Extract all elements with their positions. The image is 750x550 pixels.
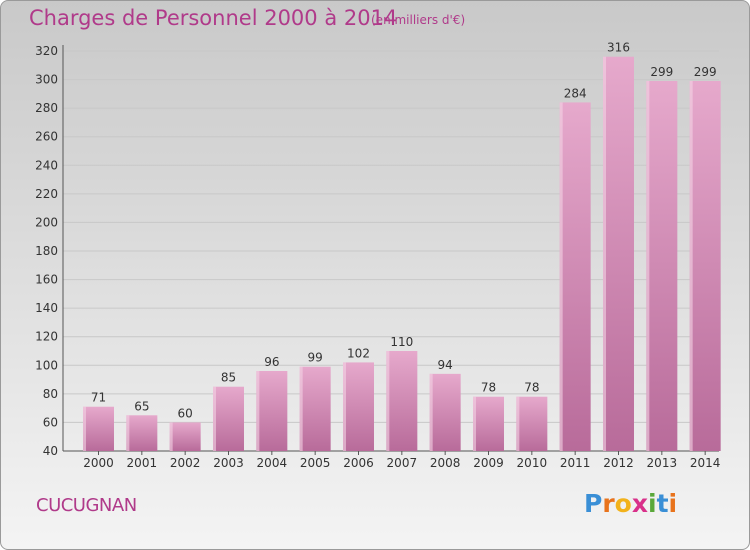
data-label: 284 <box>564 86 587 100</box>
bar <box>299 366 331 451</box>
logo-letter: x <box>631 489 648 518</box>
data-label: 78 <box>481 381 496 395</box>
bar-highlight <box>429 373 433 451</box>
bar <box>429 373 461 451</box>
y-tick-label: 140 <box>35 301 58 315</box>
bar-highlight <box>559 102 563 451</box>
data-label: 316 <box>607 41 630 55</box>
bar-highlight <box>126 415 130 451</box>
data-label: 85 <box>221 371 236 385</box>
bar-highlight <box>646 81 650 451</box>
bar <box>689 81 721 451</box>
bar <box>646 81 678 451</box>
chart-subtitle: (en milliers d'€) <box>371 13 466 27</box>
data-label: 110 <box>390 335 413 349</box>
x-tick-label: 2002 <box>170 456 201 470</box>
y-tick-label: 100 <box>35 358 58 372</box>
bar <box>213 386 244 451</box>
data-label: 65 <box>134 399 149 413</box>
y-tick-label: 40 <box>43 444 58 458</box>
x-tick-label: 2006 <box>343 456 374 470</box>
y-tick-label: 200 <box>35 215 58 229</box>
x-tick-label: 2001 <box>127 456 158 470</box>
y-tick-label: 220 <box>35 187 58 201</box>
x-tick-label: 2007 <box>387 456 418 470</box>
proxiti-logo: Proxiti <box>584 489 677 518</box>
bar-highlight <box>473 396 476 451</box>
logo-letter: r <box>602 489 615 518</box>
bar-highlight <box>213 386 216 451</box>
bar-highlight <box>386 351 390 451</box>
data-label: 71 <box>91 391 106 405</box>
data-label: 99 <box>308 351 323 365</box>
bar-highlight <box>83 406 86 451</box>
bar <box>256 371 288 451</box>
y-tick-label: 280 <box>35 101 58 115</box>
y-tick-label: 320 <box>35 44 58 58</box>
x-tick-label: 2005 <box>300 456 331 470</box>
y-tick-label: 160 <box>35 273 58 287</box>
y-tick-label: 300 <box>35 73 58 87</box>
y-tick-label: 80 <box>43 387 58 401</box>
y-tick-label: 120 <box>35 330 58 344</box>
x-tick-label: 2013 <box>647 456 678 470</box>
bar <box>169 422 201 451</box>
data-label: 78 <box>524 381 539 395</box>
bar <box>126 415 158 451</box>
logo-letter: P <box>584 489 603 518</box>
bar-highlight <box>603 56 606 451</box>
x-tick-label: 2000 <box>83 456 114 470</box>
bar-highlight <box>689 81 693 451</box>
bar-highlight <box>169 422 173 451</box>
data-label: 299 <box>694 65 717 79</box>
bar-highlight <box>516 396 520 451</box>
bar <box>603 56 634 451</box>
place-name: CUCUGNAN <box>36 495 137 516</box>
y-tick-label: 240 <box>35 158 58 172</box>
y-tick-label: 60 <box>43 415 58 429</box>
bar <box>343 362 374 451</box>
data-label: 60 <box>178 406 193 420</box>
bar <box>386 351 418 451</box>
data-label: 96 <box>264 355 279 369</box>
bar <box>83 406 114 451</box>
x-tick-label: 2003 <box>213 456 244 470</box>
bar <box>516 396 548 451</box>
data-label: 102 <box>347 346 370 360</box>
x-tick-label: 2004 <box>257 456 288 470</box>
bar-highlight <box>256 371 260 451</box>
data-label: 94 <box>438 358 453 372</box>
logo-letter: i <box>668 489 678 518</box>
bar <box>559 102 591 451</box>
logo-letter: t <box>656 489 669 518</box>
logo-letter: i <box>648 489 657 518</box>
logo-letter: o <box>614 489 632 518</box>
x-tick-label: 2011 <box>560 456 591 470</box>
x-tick-label: 2012 <box>603 456 634 470</box>
x-tick-label: 2014 <box>690 456 721 470</box>
x-tick-label: 2009 <box>473 456 504 470</box>
chart-title: Charges de Personnel 2000 à 2014 <box>29 6 398 30</box>
y-tick-label: 260 <box>35 130 58 144</box>
x-tick-label: 2010 <box>517 456 548 470</box>
y-tick-label: 180 <box>35 244 58 258</box>
bar-highlight <box>299 366 303 451</box>
bar <box>473 396 504 451</box>
bar-highlight <box>343 362 346 451</box>
x-tick-label: 2008 <box>430 456 461 470</box>
data-label: 299 <box>650 65 673 79</box>
